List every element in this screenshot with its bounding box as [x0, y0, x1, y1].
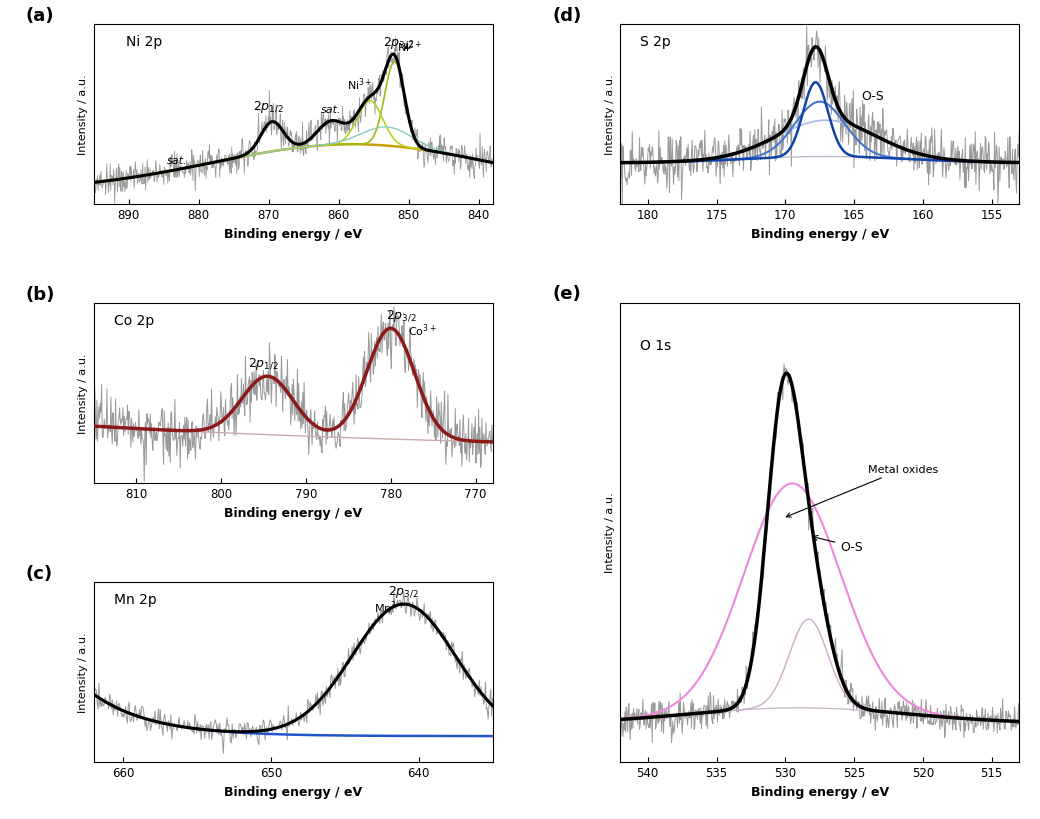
Text: Metal oxides: Metal oxides [786, 464, 938, 518]
Y-axis label: Intensity / a.u.: Intensity / a.u. [78, 75, 88, 155]
Text: Mn$^{3+}$: Mn$^{3+}$ [374, 599, 406, 615]
Text: (c): (c) [26, 564, 53, 582]
Text: sat.: sat. [321, 105, 342, 115]
Text: Co 2p: Co 2p [113, 314, 154, 328]
Text: Ni 2p: Ni 2p [126, 35, 162, 49]
Text: Ni$^{2+}$: Ni$^{2+}$ [397, 38, 422, 55]
Text: $2p_{3/2}$: $2p_{3/2}$ [388, 583, 419, 599]
X-axis label: Binding energy / eV: Binding energy / eV [224, 228, 362, 241]
Text: (b): (b) [26, 286, 55, 304]
Text: Ni$^{3+}$: Ni$^{3+}$ [346, 76, 372, 93]
Text: $2p_{3/2}$: $2p_{3/2}$ [387, 308, 417, 324]
Text: (d): (d) [552, 7, 581, 25]
Text: Mn 2p: Mn 2p [113, 592, 156, 606]
Text: O 1s: O 1s [641, 338, 672, 352]
Text: O-S: O-S [861, 90, 884, 103]
X-axis label: Binding energy / eV: Binding energy / eV [224, 785, 362, 798]
X-axis label: Binding energy / eV: Binding energy / eV [751, 785, 889, 798]
X-axis label: Binding energy / eV: Binding energy / eV [224, 506, 362, 519]
Y-axis label: Intensity / a.u.: Intensity / a.u. [78, 631, 88, 712]
Y-axis label: Intensity / a.u.: Intensity / a.u. [604, 492, 615, 572]
Text: $2p_{1/2}$: $2p_{1/2}$ [254, 100, 284, 115]
Text: sat.: sat. [167, 156, 188, 165]
Y-axis label: Intensity / a.u.: Intensity / a.u. [78, 353, 88, 433]
Text: Co$^{3+}$: Co$^{3+}$ [408, 322, 437, 339]
Text: S 2p: S 2p [641, 35, 671, 49]
Text: (e): (e) [552, 285, 581, 303]
Text: O-S: O-S [812, 536, 863, 553]
Text: $2p_{1/2}$: $2p_{1/2}$ [249, 356, 279, 372]
X-axis label: Binding energy / eV: Binding energy / eV [751, 228, 889, 241]
Text: (a): (a) [26, 7, 54, 25]
Text: $2p_{3/2}$: $2p_{3/2}$ [383, 35, 414, 51]
Y-axis label: Intensity / a.u.: Intensity / a.u. [604, 75, 615, 155]
